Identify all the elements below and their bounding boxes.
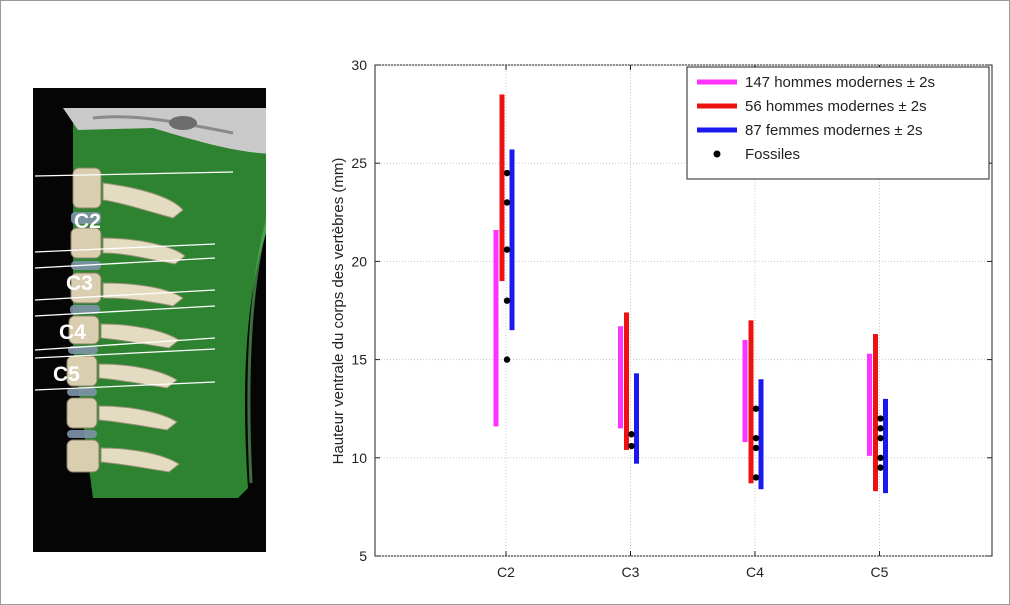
fossil-points (503, 169, 884, 481)
x-tick-label: C5 (871, 564, 889, 580)
fossil-point (503, 246, 511, 253)
range-bar (634, 373, 639, 464)
range-bar (499, 94, 505, 282)
fossil-point (752, 405, 760, 412)
range-bar (742, 339, 748, 443)
range-bar (748, 320, 754, 484)
x-axis: C2 C3 C4 C5 (497, 65, 889, 580)
range-bar (867, 353, 872, 456)
y-axis: 5 10 15 20 25 30 (351, 57, 992, 564)
range-bar (618, 326, 623, 429)
legend-label: Fossiles (745, 146, 800, 163)
fossil-point (503, 199, 511, 206)
vertebra-height-chart: 5 10 15 20 25 30 C2 C3 C4 C5 Hauteur ventrale du… (330, 57, 993, 580)
vertebra-label-c5: C5 (53, 363, 80, 386)
legend-label: 56 hommes modernes ± 2s (745, 98, 927, 115)
range-bars (493, 94, 888, 494)
y-tick-label: 30 (351, 57, 367, 73)
fossil-point (877, 464, 884, 471)
range-bar (758, 379, 764, 490)
vertebra-label-c4: C4 (59, 321, 86, 344)
y-tick-label: 25 (351, 155, 367, 171)
fossil-point (877, 454, 884, 461)
legend-label: 87 femmes modernes ± 2s (745, 122, 922, 139)
y-tick-label: 15 (351, 352, 367, 368)
range-bar (509, 149, 515, 331)
fossil-point (503, 297, 511, 304)
fossil-point (877, 434, 884, 442)
vertebra-label-c2: C2 (74, 210, 101, 233)
cervical-spine-illustration: C2 C3 C4 C5 (33, 88, 266, 552)
vertebra-label-c3: C3 (66, 272, 93, 295)
fossil-point (628, 442, 635, 450)
legend: 147 hommes modernes ± 2s 56 hommes modern… (686, 66, 990, 180)
vertebral-bodies (66, 167, 102, 473)
fossil-point (628, 431, 635, 438)
fossil-point (503, 169, 511, 177)
x-tick-label: C2 (497, 564, 515, 580)
fossil-point (877, 415, 884, 422)
legend-swatch (713, 150, 721, 158)
y-tick-label: 10 (351, 450, 367, 466)
y-tick-label: 20 (351, 253, 367, 269)
fossil-point (503, 356, 511, 363)
fossil-point (877, 425, 884, 432)
fossil-point (752, 434, 760, 442)
legend-label: 147 hommes modernes ± 2s (745, 74, 935, 91)
y-tick-label: 5 (359, 548, 367, 564)
fossil-point (752, 444, 760, 452)
range-bar (624, 312, 629, 450)
fossil-point (752, 474, 760, 481)
reference-lines (34, 171, 234, 391)
x-tick-label: C3 (622, 564, 640, 580)
range-bar (883, 398, 888, 494)
range-bar (493, 229, 499, 427)
x-tick-label: C4 (746, 564, 764, 580)
range-bar (873, 334, 878, 492)
y-axis-label: Hauteur ventrale du corps des vertèbres … (330, 158, 347, 465)
